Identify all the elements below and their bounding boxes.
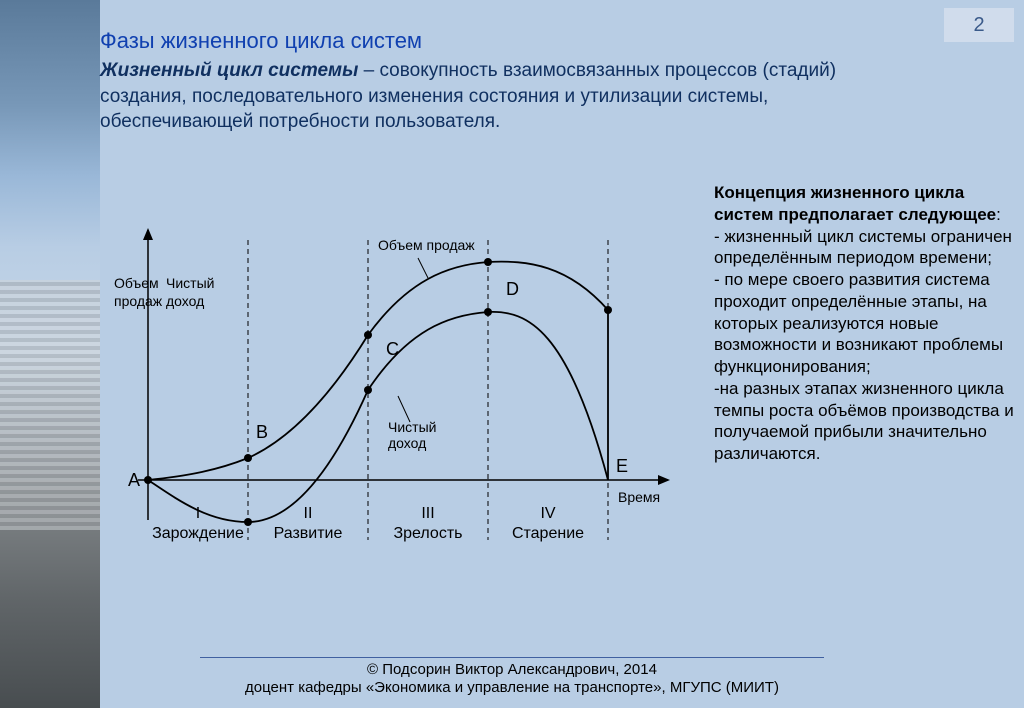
concept-item-3: -на разных этапах жизненного цикла темпы… (714, 379, 1014, 463)
svg-text:Чистый: Чистый (166, 275, 214, 291)
svg-text:II: II (304, 505, 313, 522)
concept-item-2: - по мере своего развития система проход… (714, 270, 1003, 376)
svg-text:Зрелость: Зрелость (393, 525, 462, 542)
svg-text:доход: доход (166, 293, 204, 309)
footer: © Подсорин Виктор Александрович, 2014 до… (0, 661, 1024, 699)
footer-line2: доцент кафедры «Экономика и управление н… (245, 679, 779, 696)
svg-text:C: C (386, 339, 399, 359)
footer-line1: © Подсорин Виктор Александрович, 2014 (367, 661, 657, 678)
svg-text:B: B (256, 422, 268, 442)
svg-text:E: E (616, 456, 628, 476)
svg-text:A: A (128, 470, 140, 490)
definition-paragraph: Жизненный цикл системы – совокупность вз… (100, 58, 920, 135)
svg-text:Развитие: Развитие (274, 525, 343, 542)
page-number: 2 (944, 8, 1014, 42)
svg-text:Чистый: Чистый (388, 419, 436, 435)
slide-title: Фазы жизненного цикла систем (100, 28, 422, 54)
svg-text:IV: IV (540, 505, 555, 522)
svg-text:I: I (196, 505, 200, 522)
definition-term: Жизненный цикл системы (100, 60, 358, 81)
svg-text:D: D (506, 279, 519, 299)
svg-text:продаж: продаж (114, 293, 163, 309)
concept-panel: Концепция жизненного цикла систем предпо… (714, 182, 1014, 465)
svg-text:доход: доход (388, 435, 426, 451)
slide: 2 Фазы жизненного цикла систем Жизненный… (0, 0, 1024, 708)
svg-text:Объем продаж: Объем продаж (378, 237, 475, 253)
svg-text:Старение: Старение (512, 525, 584, 542)
concept-colon: : (996, 205, 1001, 224)
concept-lead: Концепция жизненного цикла систем предпо… (714, 183, 996, 224)
svg-text:Зарождение: Зарождение (152, 525, 244, 542)
concept-item-1: - жизненный цикл системы ограничен опред… (714, 227, 1012, 268)
svg-text:Время: Время (618, 489, 660, 505)
lifecycle-chart: ОбъемпродажЧистыйдоходВремяABCDEОбъем пр… (108, 200, 708, 600)
svg-text:Объем: Объем (114, 275, 159, 291)
svg-text:III: III (421, 505, 434, 522)
footer-divider (200, 657, 824, 658)
